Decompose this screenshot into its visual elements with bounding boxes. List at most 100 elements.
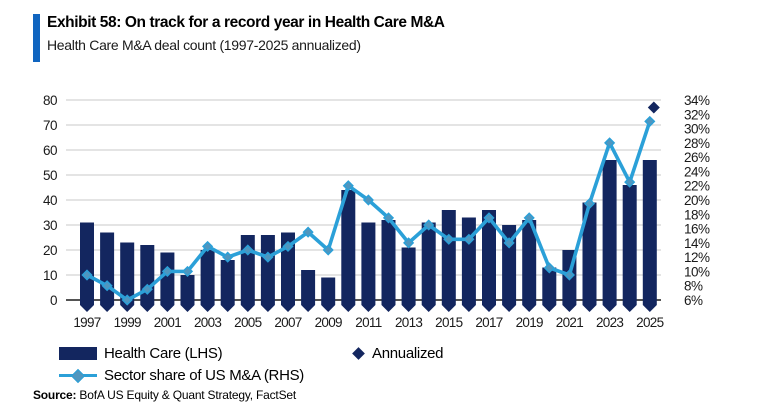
line-marker-1998 [101,280,113,292]
bar-2022 [582,202,597,312]
bar-2019 [522,220,537,312]
bar-2020 [542,267,557,312]
bar-2018 [502,225,517,312]
line-marker-2006 [262,251,274,263]
line-marker-2012 [382,212,395,224]
line-marker-2010 [342,180,354,192]
line-marker-2023 [604,137,616,149]
y-right-tick-14%: 14% [684,236,710,251]
annualized-point-2025 [647,101,660,114]
x-tick-2021: 2021 [556,315,583,330]
x-tick-2011: 2011 [355,315,381,330]
bar-2002 [180,275,195,312]
x-tick-2013: 2013 [395,315,422,330]
line-marker-2022 [583,197,596,210]
healthcare-ma-combo-chart: 010203040506070806%8%10%12%14%16%18%20%2… [43,93,711,330]
bar-2010 [341,190,356,312]
line-marker-2020 [543,262,555,274]
bar-1997 [80,222,94,312]
y-right-tick-16%: 16% [684,222,710,237]
y-left-tick-10: 10 [43,268,57,283]
bar-2014 [421,222,436,312]
y-left-tick-20: 20 [43,243,57,258]
x-tick-2007: 2007 [274,315,301,330]
y-right-tick-24%: 24% [684,164,710,179]
line-marker-2011 [362,194,374,206]
bar-1998 [100,232,115,312]
y-left-tick-50: 50 [43,168,57,183]
bar-2008 [301,270,316,312]
y-right-tick-22%: 22% [684,179,710,194]
bar-2013 [401,247,416,312]
x-tick-2025: 2025 [636,315,663,330]
line-marker-2002 [181,265,194,278]
bar-2007 [281,232,295,312]
bar-2024 [622,185,637,312]
x-tick-2009: 2009 [315,315,342,330]
line-marker-2004 [222,251,234,263]
y-right-tick-26%: 26% [684,150,710,165]
legend-item-annualized: Annualized [352,344,444,362]
line-marker-1997 [81,269,93,281]
x-tick-2015: 2015 [435,315,462,330]
x-tick-2001: 2001 [154,315,181,330]
exhibit-title: Exhibit 58: On track for a record year i… [47,14,445,31]
chart-legend: Health Care (LHS) Annualized Sector shar… [0,340,770,386]
bar-2005 [240,235,255,312]
line-marker-2017 [483,212,495,224]
source-label: Source: [33,388,77,402]
y-left-tick-0: 0 [50,293,57,308]
legend-label-healthcare: Health Care (LHS) [104,344,223,362]
x-tick-1997: 1997 [73,315,100,330]
bar-2006 [260,235,275,312]
line-marker-2015 [443,233,455,245]
line-marker-2019 [523,212,535,224]
annualized-diamond-icon [352,346,365,360]
bar-2011 [361,222,376,312]
chart-area: 0 10 20 30 40 50 60 70 80 6% 8% 10% 12% 14% 16% 18% 20% 2… [43,93,711,330]
bar-2003 [200,250,215,312]
y-right-tick-30%: 30% [684,122,710,137]
bar-2025 [642,160,657,312]
legend-item-healthcare: Health Care (LHS) [59,344,223,362]
bar-2001 [160,252,175,312]
y-left-tick-40: 40 [43,193,57,208]
line-marker-2013 [403,237,415,249]
y-right-tick-28%: 28% [684,136,710,151]
bar-2012 [381,220,396,312]
y-right-tick-18%: 18% [684,207,710,222]
bar-1999 [120,242,135,312]
source-value: BofA US Equity & Quant Strategy, FactSet [79,388,296,402]
y-right-tick-20%: 20% [684,193,710,208]
x-tick-2019: 2019 [516,315,543,330]
x-tick-1999: 1999 [114,315,141,330]
bar-swatch [59,346,97,360]
bar-2004 [220,260,235,312]
legend-label-sector-share: Sector share of US M&A (RHS) [104,366,304,384]
x-tick-2023: 2023 [596,315,623,330]
bar-2017 [482,210,496,312]
line-marker-2009 [322,244,334,256]
bar-2015 [441,210,456,312]
line-marker-2025 [644,115,656,128]
y-right-tick-12%: 12% [684,250,710,265]
title-accent-bar [33,14,40,62]
y-left-tick-30: 30 [43,218,57,233]
exhibit-subtitle: Health Care M&A deal count (1997-2025 an… [47,37,361,53]
line-marker-2021 [563,269,575,281]
bar-2023 [602,160,617,312]
line-swatch [59,368,97,383]
line-marker-2024 [624,176,636,188]
y-right-tick-8%: 8% [684,279,703,294]
line-marker-2003 [202,240,214,253]
line-marker-2001 [161,265,173,278]
y-left-tick-70: 70 [43,118,57,133]
source-line: Source: BofA US Equity & Quant Strategy,… [33,388,296,402]
line-marker-2016 [463,233,475,245]
y-left-tick-60: 60 [43,143,57,158]
y-right-tick-6%: 6% [684,293,703,308]
line-marker-1999 [121,294,133,306]
line-marker-2000 [141,283,153,295]
legend-label-annualized: Annualized [372,344,444,362]
legend-item-sector-share: Sector share of US M&A (RHS) [59,366,304,384]
